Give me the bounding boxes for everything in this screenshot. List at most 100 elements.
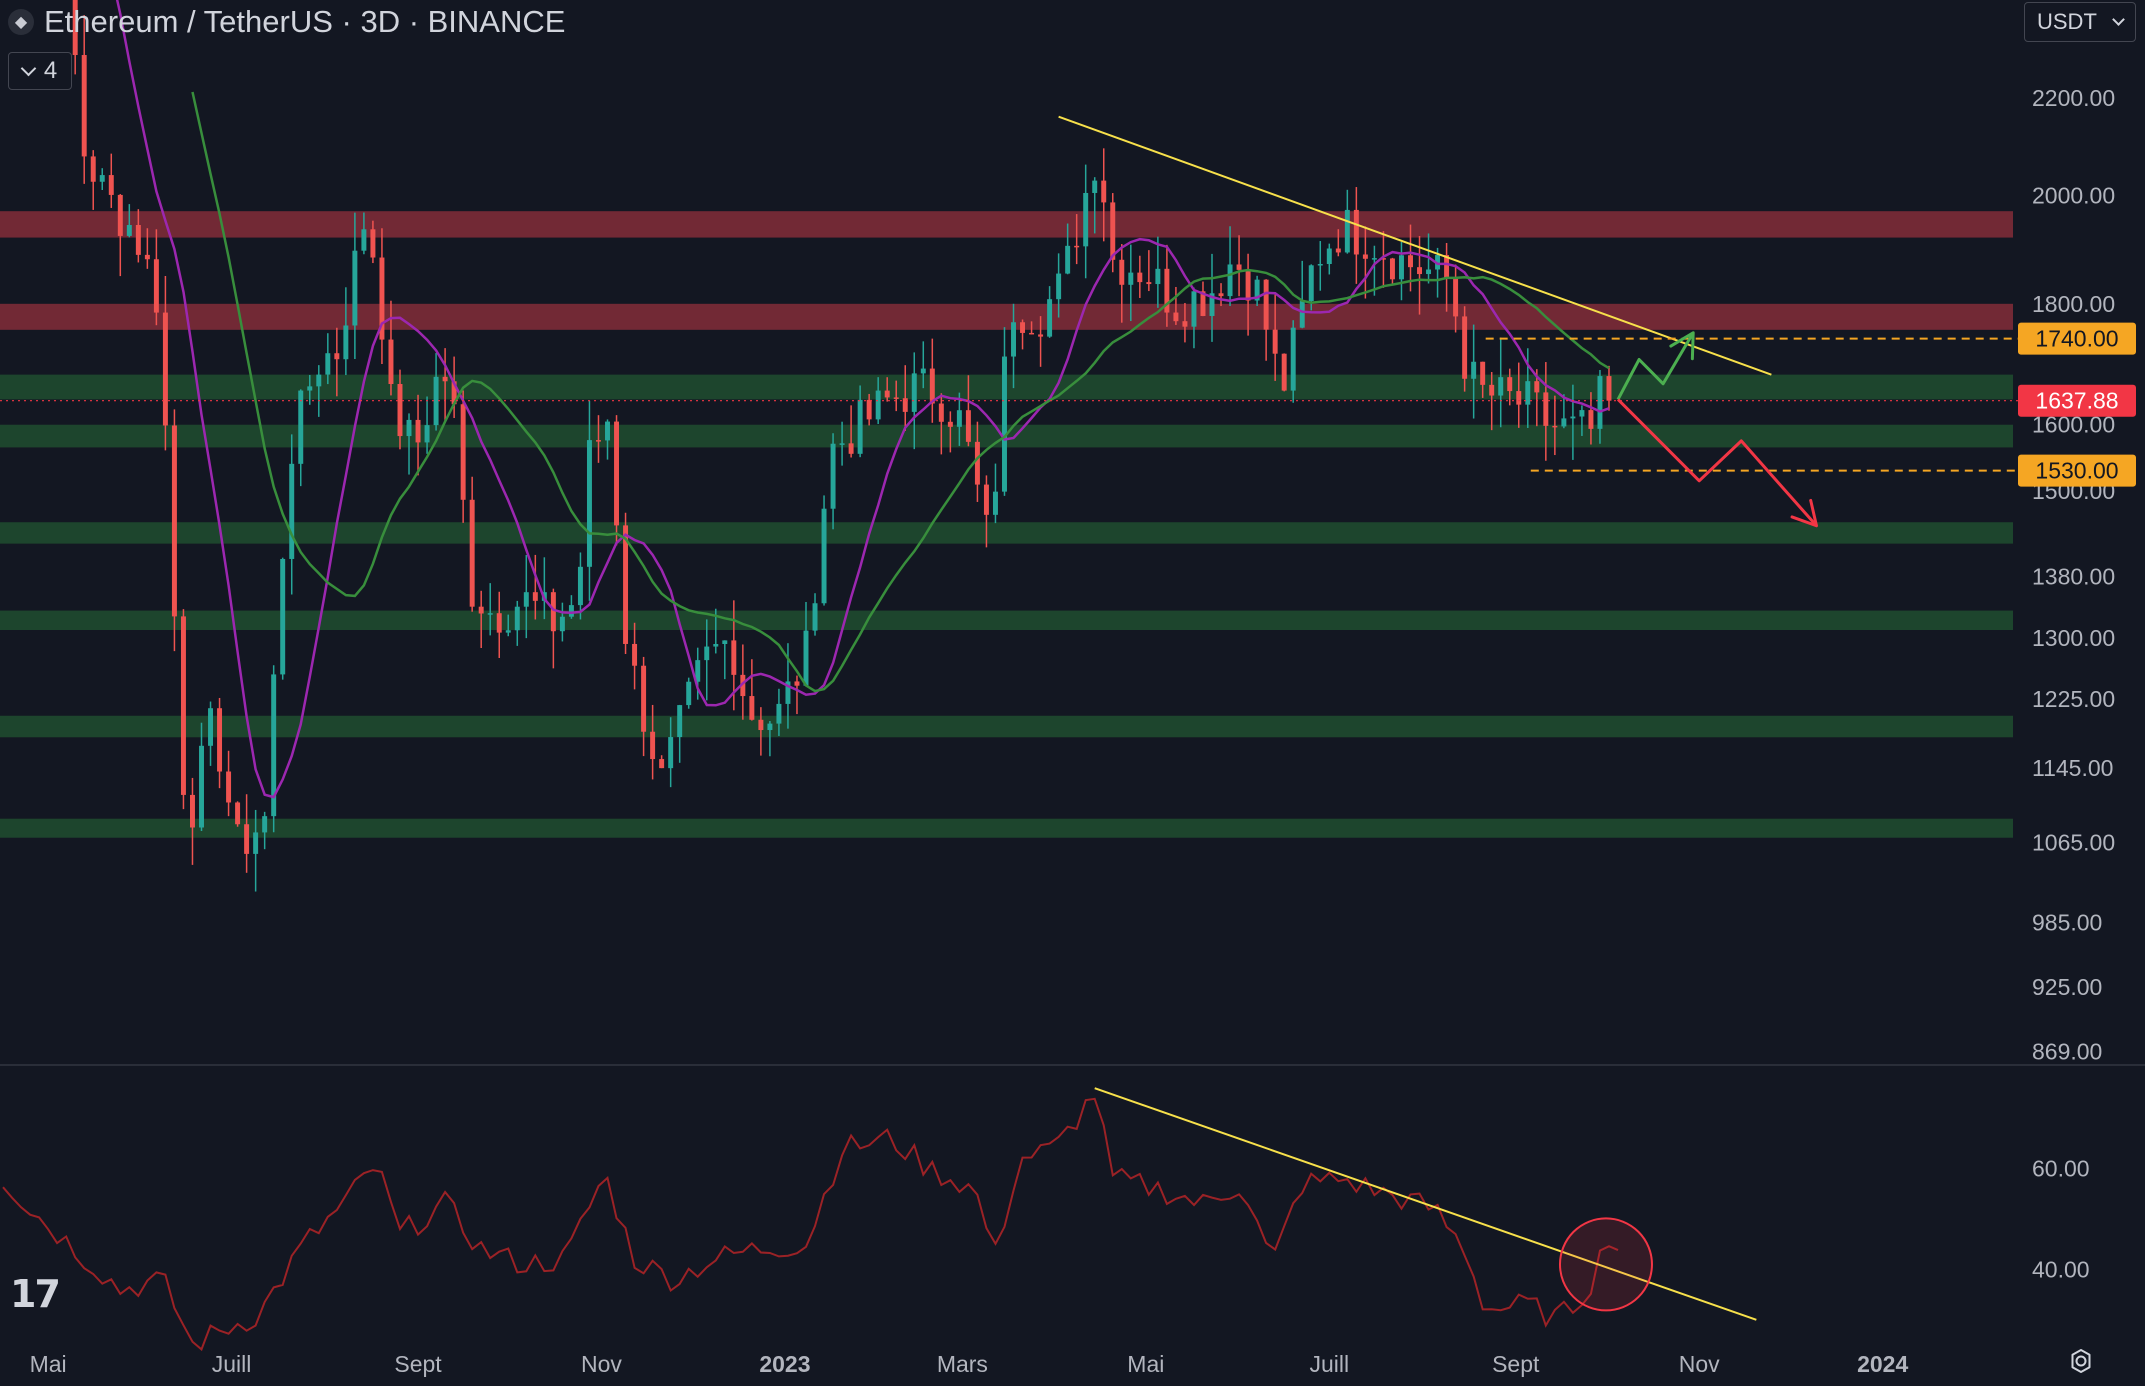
candle	[1525, 348, 1531, 428]
currency-selector[interactable]: USDT	[2024, 2, 2136, 42]
settings-gear-icon[interactable]	[2068, 1348, 2094, 1374]
candle-body	[974, 441, 980, 485]
indicators-toggle-button[interactable]: 4	[8, 52, 72, 90]
candle	[1056, 253, 1062, 318]
candle	[857, 385, 863, 458]
candle	[271, 665, 277, 833]
candle	[90, 150, 96, 210]
candle-body	[280, 558, 286, 675]
candle-body	[1065, 245, 1071, 274]
candle-body	[334, 353, 340, 360]
price-label-text: 1530.00	[2035, 458, 2118, 484]
candle	[884, 377, 890, 402]
candle-body	[361, 229, 367, 251]
candle	[1101, 148, 1107, 242]
candle	[1543, 362, 1549, 461]
resistance-zone	[0, 211, 2013, 238]
candle	[839, 421, 845, 466]
candle-body	[1083, 192, 1089, 247]
candle-body	[1101, 180, 1107, 203]
candle	[983, 475, 989, 548]
price-axis-tick-label: 2200.00	[2032, 85, 2115, 111]
candle	[1011, 303, 1016, 389]
candle	[1290, 320, 1296, 403]
price-label-text: 1637.88	[2035, 388, 2118, 414]
time-axis-label: Mai	[30, 1351, 67, 1377]
candle	[352, 212, 358, 359]
candle-body	[1534, 381, 1540, 393]
price-axis-tick-label: 1225.00	[2032, 686, 2115, 712]
candle	[1020, 319, 1026, 350]
candle	[596, 415, 601, 463]
candle-body	[496, 613, 502, 633]
candle-body	[1462, 316, 1468, 379]
candle	[1317, 241, 1323, 291]
candle	[1552, 395, 1558, 456]
candle-body	[208, 708, 214, 746]
time-axis-label: Nov	[581, 1351, 622, 1377]
candle	[1218, 283, 1224, 307]
candle	[469, 476, 475, 612]
candle-body	[271, 674, 277, 817]
candle	[776, 688, 782, 736]
candle	[262, 811, 268, 850]
candle-body	[1516, 391, 1522, 405]
price-axis[interactable]: 2200.002000.001800.001600.001500.001380.…	[2032, 85, 2115, 1064]
candle	[1597, 369, 1603, 444]
candle-body	[713, 644, 719, 647]
candle-body	[1011, 322, 1016, 357]
candle	[1182, 302, 1188, 343]
candle-body	[920, 368, 926, 374]
candle	[433, 353, 439, 431]
candle	[1092, 177, 1098, 234]
rsi-line	[2, 1097, 1619, 1352]
candle-body	[424, 425, 430, 443]
time-axis[interactable]: Mai Juill Sept Nov 2023 Mars Mai Juill Sept Nov 20…	[30, 1351, 1909, 1377]
candle	[289, 434, 295, 595]
candle	[568, 595, 574, 619]
candle	[108, 153, 114, 208]
chevron-down-icon	[20, 60, 37, 76]
candle	[1507, 368, 1513, 406]
candle	[1200, 281, 1206, 317]
bearish-scenario-path	[1616, 398, 1818, 527]
candle	[298, 389, 304, 487]
candle	[235, 801, 241, 827]
moving-average-fast	[115, 0, 1610, 799]
candle-body	[189, 794, 195, 828]
candle	[1489, 372, 1495, 431]
symbol-title[interactable]: Ethereum / TetherUS · 3D · BINANCE	[44, 4, 566, 39]
candle-body	[911, 373, 917, 412]
candle-body	[965, 410, 971, 442]
candle-body	[1480, 361, 1486, 385]
candle-body	[902, 398, 908, 412]
price-label-text: 1740.00	[2035, 326, 2118, 352]
candle	[992, 463, 998, 524]
candle	[1362, 226, 1368, 299]
candle-body	[740, 674, 746, 697]
candle-body	[1579, 410, 1585, 417]
candle-body	[586, 440, 592, 567]
candle-body	[866, 399, 872, 420]
candle	[1579, 405, 1585, 436]
candle-body	[758, 719, 764, 731]
candle	[1435, 247, 1441, 298]
price-axis-tick-label: 1065.00	[2032, 830, 2115, 856]
candle-body	[650, 731, 656, 760]
candle	[577, 552, 583, 620]
candle-body	[226, 771, 232, 803]
tradingview-logo-icon[interactable]: 17	[10, 1272, 61, 1316]
candle	[767, 721, 773, 757]
candle-body	[469, 499, 475, 607]
candle	[1480, 361, 1486, 398]
candle-body	[577, 566, 583, 606]
candle	[1371, 245, 1377, 296]
candle-body	[767, 723, 773, 731]
candle-body	[199, 745, 204, 828]
candle	[1173, 286, 1179, 325]
candle-body	[1245, 269, 1251, 301]
candle	[1281, 353, 1287, 392]
candle-body	[316, 374, 322, 387]
candle-body	[1353, 209, 1359, 255]
